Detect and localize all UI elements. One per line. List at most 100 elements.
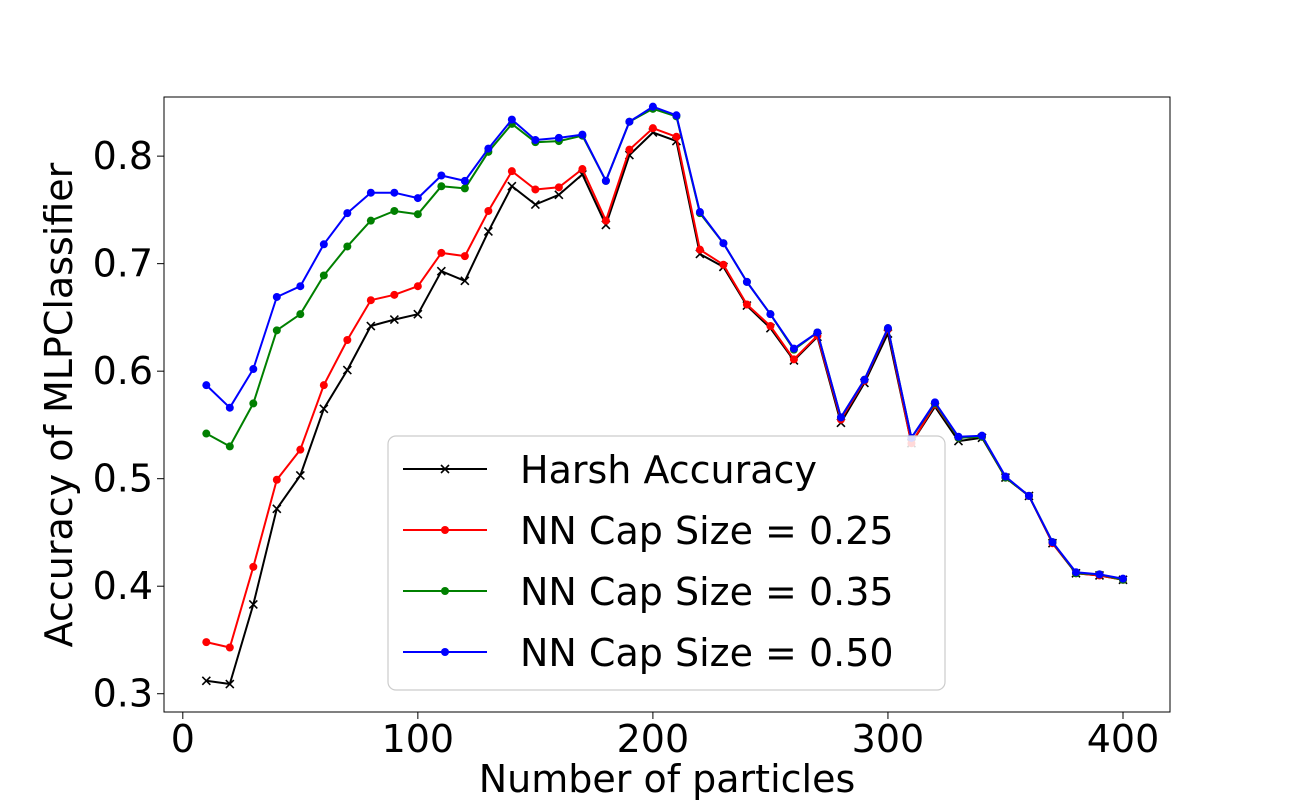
legend-entry: NN Cap Size = 0.25: [403, 509, 894, 553]
data-point: [484, 144, 493, 153]
data-point: [249, 365, 258, 374]
data-point: [1001, 472, 1010, 481]
data-point: [625, 145, 634, 154]
legend-box: [387, 435, 946, 691]
legend-label: NN Cap Size = 0.50: [520, 631, 894, 675]
data-point: [766, 322, 775, 331]
legend-marker: [441, 526, 449, 534]
y-tick-label: 0.5: [93, 457, 153, 501]
data-point: [954, 432, 963, 441]
legend-entry: Harsh Accuracy: [403, 448, 817, 492]
legend-marker: [441, 587, 449, 595]
data-point: [437, 171, 446, 180]
data-point: [672, 111, 681, 120]
data-point: [248, 599, 258, 610]
y-axis-ticks: 0.3 0.4 0.5 0.6 0.7 0.8: [93, 134, 164, 716]
data-point: [225, 442, 234, 451]
data-point: [460, 184, 469, 193]
data-point: [742, 300, 751, 309]
data-point: [319, 240, 328, 249]
data-point: [601, 176, 610, 185]
data-point: [719, 260, 728, 269]
legend-label: NN Cap Size = 0.25: [520, 509, 894, 553]
data-point: [413, 194, 422, 203]
x-axis-label: Number of particles: [479, 757, 856, 800]
data-point: [225, 679, 235, 689]
data-point: [554, 133, 563, 142]
series-line: [205, 105, 1124, 580]
legend: Harsh Accuracy NN Cap Size = 0.25 NN Cap S…: [387, 435, 946, 691]
legend-entry: NN Cap Size = 0.50: [403, 631, 894, 675]
data-point: [507, 115, 516, 124]
data-point: [390, 290, 399, 299]
data-point: [366, 321, 376, 331]
data-point: [766, 310, 775, 319]
data-point: [342, 365, 352, 375]
data-point: [296, 310, 305, 319]
data-point: [319, 381, 328, 390]
data-point: [272, 504, 282, 514]
data-point: [343, 335, 352, 344]
data-point: [554, 183, 563, 192]
data-point: [883, 324, 892, 333]
data-point: [836, 413, 845, 422]
series-line: [205, 107, 1124, 581]
data-point: [625, 117, 634, 126]
data-point: [578, 165, 587, 174]
data-point: [389, 314, 399, 325]
data-point: [343, 209, 352, 218]
data-point: [249, 399, 258, 408]
data-point: [460, 252, 469, 261]
data-point: [413, 210, 422, 219]
y-tick-label: 0.7: [93, 242, 153, 286]
data-point: [672, 132, 681, 141]
data-point: [695, 245, 704, 254]
y-tick-label: 0.3: [93, 672, 153, 716]
data-point: [202, 429, 211, 438]
data-point: [507, 167, 516, 176]
data-point: [813, 328, 822, 337]
data-point: [319, 271, 328, 280]
data-point: [436, 266, 446, 276]
data-point: [578, 130, 587, 139]
data-point: [719, 239, 728, 248]
data-point: [1024, 491, 1033, 500]
x-tick-label: 0: [171, 717, 195, 761]
y-tick-label: 0.6: [93, 349, 153, 393]
data-point: [319, 404, 329, 414]
data-point: [789, 344, 798, 353]
y-tick-label: 0.8: [93, 134, 153, 178]
data-point: [225, 403, 234, 412]
data-point: [977, 431, 986, 440]
data-point: [272, 326, 281, 335]
data-point: [531, 185, 540, 194]
data-point: [484, 206, 493, 215]
y-axis-label: Accuracy of MLPClassifier: [37, 162, 81, 647]
y-tick-label: 0.4: [93, 564, 153, 608]
plot-frame: [163, 96, 1171, 713]
data-point: [930, 398, 939, 407]
data-point: [295, 470, 305, 481]
data-point: [554, 190, 564, 200]
data-point: [742, 277, 751, 286]
data-point: [530, 199, 540, 210]
data-point: [695, 208, 704, 217]
legend-entry: NN Cap Size = 0.35: [403, 570, 894, 614]
data-point: [343, 242, 352, 251]
x-axis-ticks: 0 100 200 300 400: [171, 712, 1159, 761]
data-point: [413, 309, 423, 319]
data-point: [860, 375, 869, 384]
data-point: [390, 206, 399, 215]
data-point: [483, 226, 493, 236]
data-point: [460, 176, 469, 185]
data-point: [366, 188, 375, 197]
data-point: [413, 282, 422, 291]
data-point: [272, 475, 281, 484]
data-point: [648, 102, 657, 111]
data-point: [366, 216, 375, 225]
data-point: [272, 292, 281, 301]
x-tick-label: 100: [382, 717, 455, 761]
data-point: [648, 124, 657, 133]
data-point: [225, 643, 234, 652]
